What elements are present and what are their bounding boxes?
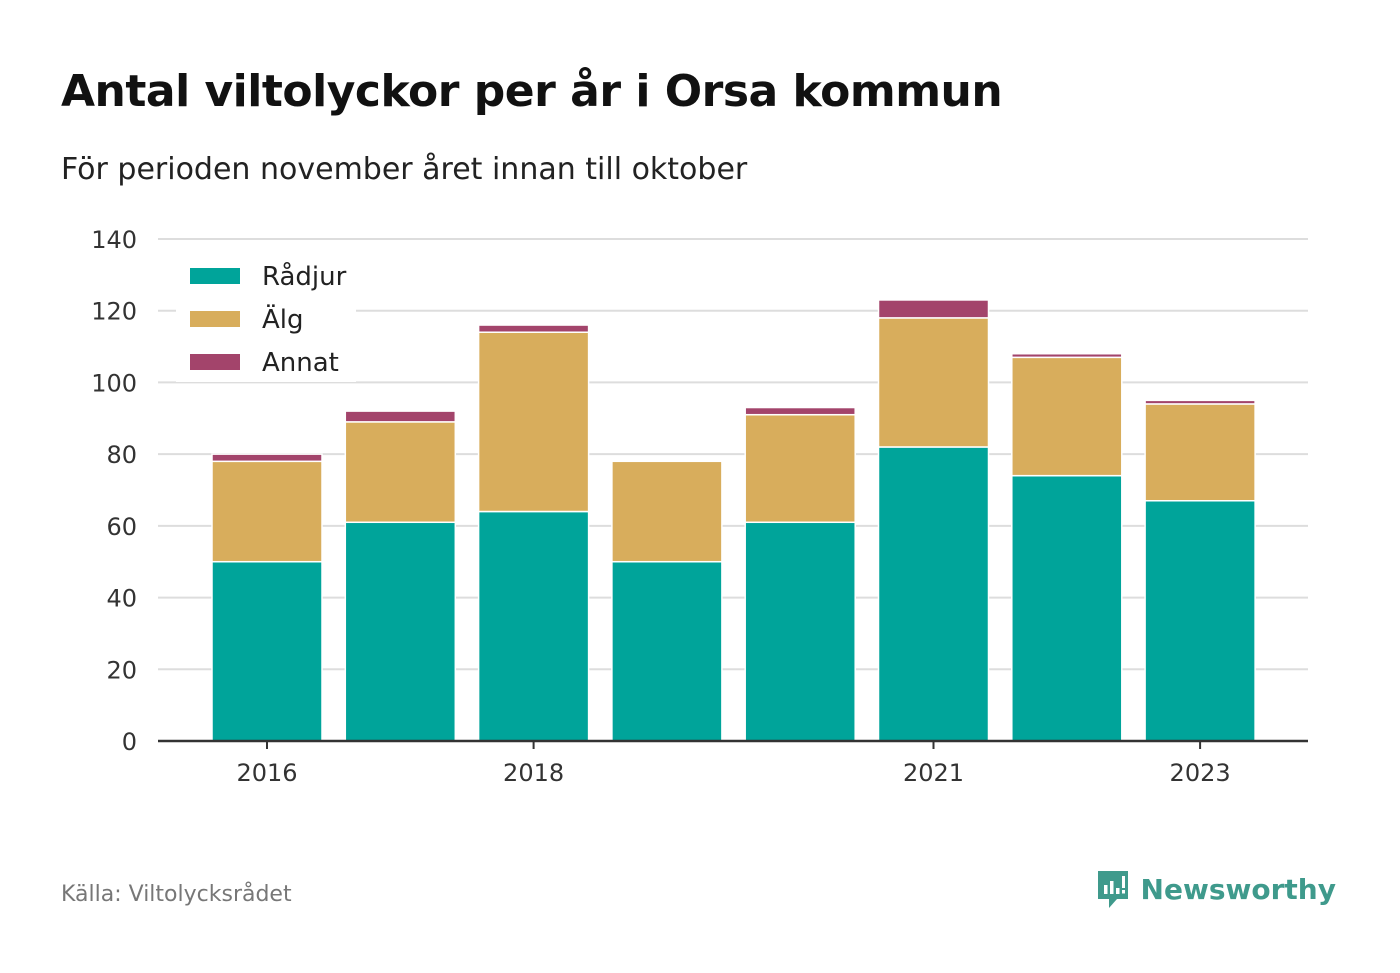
bar-segment-rådjur bbox=[211, 560, 323, 742]
y-tick-label: 120 bbox=[91, 298, 137, 326]
brand-logo: Newsworthy bbox=[1095, 868, 1336, 910]
source-note: Källa: Viltolycksrådet bbox=[61, 882, 292, 907]
bar-segment-annat bbox=[744, 406, 856, 416]
legend-swatch bbox=[190, 354, 240, 370]
bar-segment-rådjur bbox=[344, 521, 457, 742]
bar-segment-annat bbox=[1011, 352, 1123, 359]
legend-swatch bbox=[190, 311, 240, 327]
bar-segment-rådjur bbox=[1144, 500, 1256, 742]
legend-label: Älg bbox=[262, 303, 304, 335]
chart-subtitle: För perioden november året innan till ok… bbox=[61, 152, 748, 187]
x-tick-label: 2016 bbox=[236, 759, 297, 787]
chart-title: Antal viltolyckor per år i Orsa kommun bbox=[61, 66, 1003, 117]
bar-segment-älg bbox=[1011, 356, 1123, 477]
bars bbox=[211, 299, 1256, 742]
bar-segment-rådjur bbox=[1011, 474, 1123, 742]
y-tick-label: 40 bbox=[106, 585, 137, 613]
x-axis-ticks: 2016 2018 2021 2023 bbox=[236, 741, 1231, 787]
bar-segment-älg bbox=[477, 331, 590, 513]
x-tick-label: 2018 bbox=[503, 759, 564, 787]
brand-name: Newsworthy bbox=[1140, 872, 1336, 906]
bar-segment-rådjur bbox=[477, 510, 590, 742]
y-tick-label: 0 bbox=[122, 728, 137, 756]
bar-segment-annat bbox=[211, 453, 323, 463]
legend-swatch bbox=[190, 268, 240, 284]
y-axis-ticks: 0 20 40 60 80 100 120 140 bbox=[91, 226, 137, 756]
bar-segment-älg bbox=[611, 460, 723, 563]
legend-label: Annat bbox=[262, 348, 339, 378]
bar-segment-älg bbox=[744, 413, 856, 524]
y-tick-label: 20 bbox=[106, 656, 137, 684]
bar-segment-rådjur bbox=[744, 521, 856, 742]
x-tick-label: 2021 bbox=[903, 759, 964, 787]
bar-segment-rådjur bbox=[611, 560, 723, 742]
bar-segment-annat bbox=[344, 410, 457, 423]
bar-segment-annat bbox=[877, 299, 990, 319]
y-tick-label: 60 bbox=[106, 513, 137, 541]
legend-label: Rådjur bbox=[262, 261, 347, 292]
bar-segment-älg bbox=[344, 421, 457, 524]
bar-segment-älg bbox=[211, 460, 323, 563]
bar-segment-älg bbox=[1144, 403, 1256, 502]
bar-segment-älg bbox=[877, 317, 990, 448]
bar-segment-rådjur bbox=[877, 446, 990, 742]
bar-segment-annat bbox=[1144, 399, 1256, 405]
y-tick-label: 100 bbox=[91, 369, 137, 397]
legend: Rådjur Älg Annat bbox=[176, 252, 356, 382]
y-tick-label: 80 bbox=[106, 441, 137, 469]
x-tick-label: 2023 bbox=[1170, 759, 1231, 787]
newsworthy-logo-icon bbox=[1097, 871, 1128, 908]
bar-segment-annat bbox=[477, 324, 590, 333]
y-tick-label: 140 bbox=[91, 226, 137, 254]
